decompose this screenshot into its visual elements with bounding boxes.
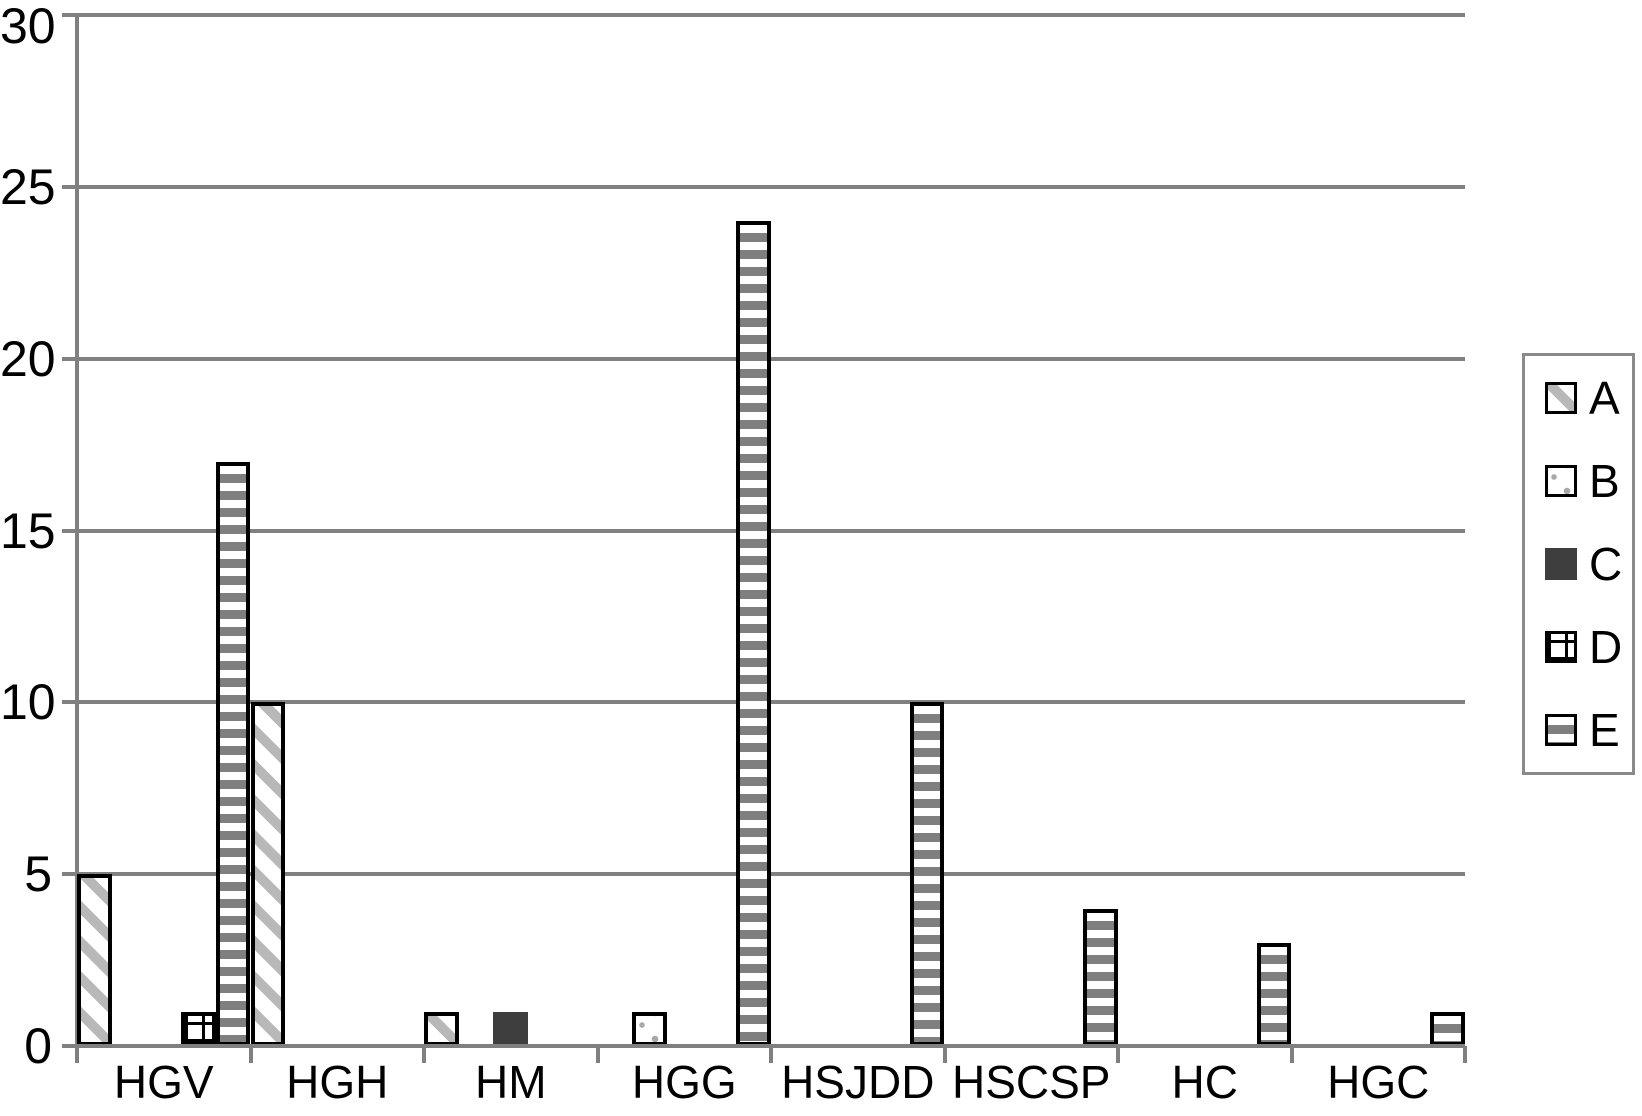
x-axis-label: HGC xyxy=(1327,1056,1430,1108)
y-axis-tick xyxy=(62,13,77,17)
bar-HM-A xyxy=(424,1011,459,1046)
legend-swatch-D-icon xyxy=(1545,631,1577,664)
legend-item-E: E xyxy=(1525,707,1632,753)
bar-HM-C xyxy=(493,1011,529,1046)
y-axis-tick xyxy=(62,184,77,189)
gridline xyxy=(77,13,1465,17)
bar-HC-E xyxy=(1256,942,1292,1046)
x-axis-label: HGG xyxy=(631,1056,737,1108)
y-axis-line xyxy=(75,15,79,1046)
bar-HGH-A xyxy=(250,702,286,1046)
gridline xyxy=(77,356,1465,361)
x-axis-tick xyxy=(1116,1046,1120,1063)
bar-HGV-D xyxy=(181,1011,216,1046)
x-axis-line xyxy=(77,1044,1465,1048)
legend-item-C: C xyxy=(1525,541,1632,587)
legend-label: E xyxy=(1589,704,1620,757)
bar-HGG-B xyxy=(632,1011,667,1046)
legend-label: D xyxy=(1589,621,1623,674)
y-axis-tick-label: 5 xyxy=(24,846,52,903)
legend-label: C xyxy=(1589,537,1623,590)
x-axis-label: HC xyxy=(1171,1056,1238,1108)
gridline xyxy=(77,184,1465,189)
y-axis-tick xyxy=(62,700,77,705)
y-axis-tick-label: 30 xyxy=(0,0,56,54)
legend-swatch-A-icon xyxy=(1545,381,1577,414)
x-axis-label: HGV xyxy=(113,1056,214,1108)
bar-HSCSP-E xyxy=(1083,908,1118,1046)
bar-HGV-A xyxy=(77,874,112,1046)
bar-HSJDD-E xyxy=(909,702,945,1046)
gridline xyxy=(77,528,1465,533)
bar-HGV-E xyxy=(215,461,251,1046)
bar-HGC-E xyxy=(1430,1011,1465,1046)
y-axis-tick xyxy=(62,1044,77,1048)
bar-HGG-E xyxy=(736,221,771,1046)
legend-label: B xyxy=(1589,454,1620,507)
x-axis-tick xyxy=(422,1046,426,1063)
x-axis-tick xyxy=(75,1046,79,1063)
legend-item-D: D xyxy=(1525,624,1632,670)
legend-item-B: B xyxy=(1525,458,1632,504)
y-axis-tick-label: 15 xyxy=(0,502,56,559)
x-axis-label: HGH xyxy=(286,1056,389,1108)
y-axis-tick-label: 25 xyxy=(0,158,56,215)
y-axis-tick-label: 20 xyxy=(0,330,56,387)
legend-swatch-E-icon xyxy=(1545,714,1577,747)
x-axis-tick xyxy=(769,1046,773,1063)
x-axis-label: HM xyxy=(474,1056,547,1108)
x-axis-tick xyxy=(1463,1046,1467,1063)
legend-swatch-C-icon xyxy=(1545,547,1577,580)
x-axis-label: HSJDD xyxy=(781,1056,935,1108)
gridline xyxy=(77,700,1465,705)
y-axis-tick-label: 0 xyxy=(24,1018,52,1074)
gridline xyxy=(77,872,1465,877)
legend-label: A xyxy=(1589,371,1620,424)
legend-item-A: A xyxy=(1525,375,1632,421)
y-axis-tick xyxy=(62,356,77,361)
y-axis-tick xyxy=(62,872,77,877)
x-axis-label: HSCSP xyxy=(952,1056,1111,1108)
x-axis-tick xyxy=(595,1046,600,1063)
legend-swatch-B-icon xyxy=(1545,464,1577,497)
y-axis-tick-label: 10 xyxy=(0,674,56,731)
x-axis-tick xyxy=(1289,1046,1294,1063)
x-axis-tick xyxy=(942,1046,947,1063)
x-axis-tick xyxy=(248,1046,253,1063)
y-axis-tick xyxy=(62,528,77,533)
